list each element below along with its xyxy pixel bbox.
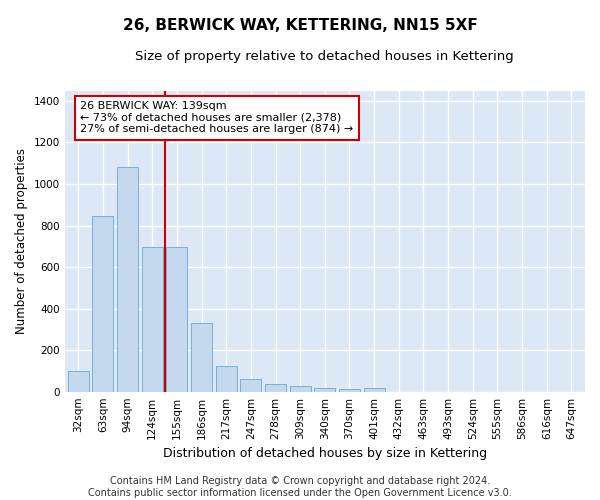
Bar (92, 216, 113, 392)
Text: Contains HM Land Registry data © Crown copyright and database right 2024.
Contai: Contains HM Land Registry data © Crown c… (88, 476, 512, 498)
Bar (314, 388, 335, 392)
Title: Size of property relative to detached houses in Kettering: Size of property relative to detached ho… (136, 50, 514, 63)
Y-axis label: Number of detached properties: Number of detached properties (15, 148, 28, 334)
Bar (166, 248, 187, 392)
Text: 26, BERWICK WAY, KETTERING, NN15 5XF: 26, BERWICK WAY, KETTERING, NN15 5XF (122, 18, 478, 32)
Bar (290, 386, 311, 392)
Bar (265, 384, 286, 392)
Bar (241, 379, 262, 392)
Bar (339, 388, 360, 392)
Bar (68, 371, 89, 392)
Bar (142, 248, 163, 392)
Text: 26 BERWICK WAY: 139sqm
← 73% of detached houses are smaller (2,378)
27% of semi-: 26 BERWICK WAY: 139sqm ← 73% of detached… (80, 101, 353, 134)
Bar (364, 388, 385, 392)
X-axis label: Distribution of detached houses by size in Kettering: Distribution of detached houses by size … (163, 447, 487, 460)
Bar (191, 323, 212, 392)
Bar (117, 168, 138, 392)
Bar (216, 366, 236, 392)
